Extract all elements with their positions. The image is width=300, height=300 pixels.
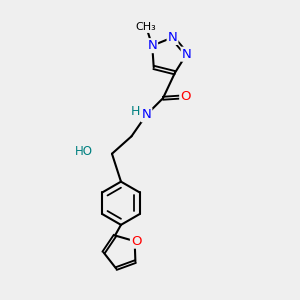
- Text: N: N: [182, 48, 191, 61]
- Text: N: N: [142, 108, 151, 121]
- Text: CH₃: CH₃: [136, 22, 157, 32]
- Text: O: O: [131, 235, 141, 248]
- Text: H: H: [130, 105, 140, 118]
- Text: HO: HO: [75, 145, 93, 158]
- Text: O: O: [180, 90, 191, 103]
- Text: N: N: [168, 31, 177, 44]
- Text: N: N: [147, 39, 157, 52]
